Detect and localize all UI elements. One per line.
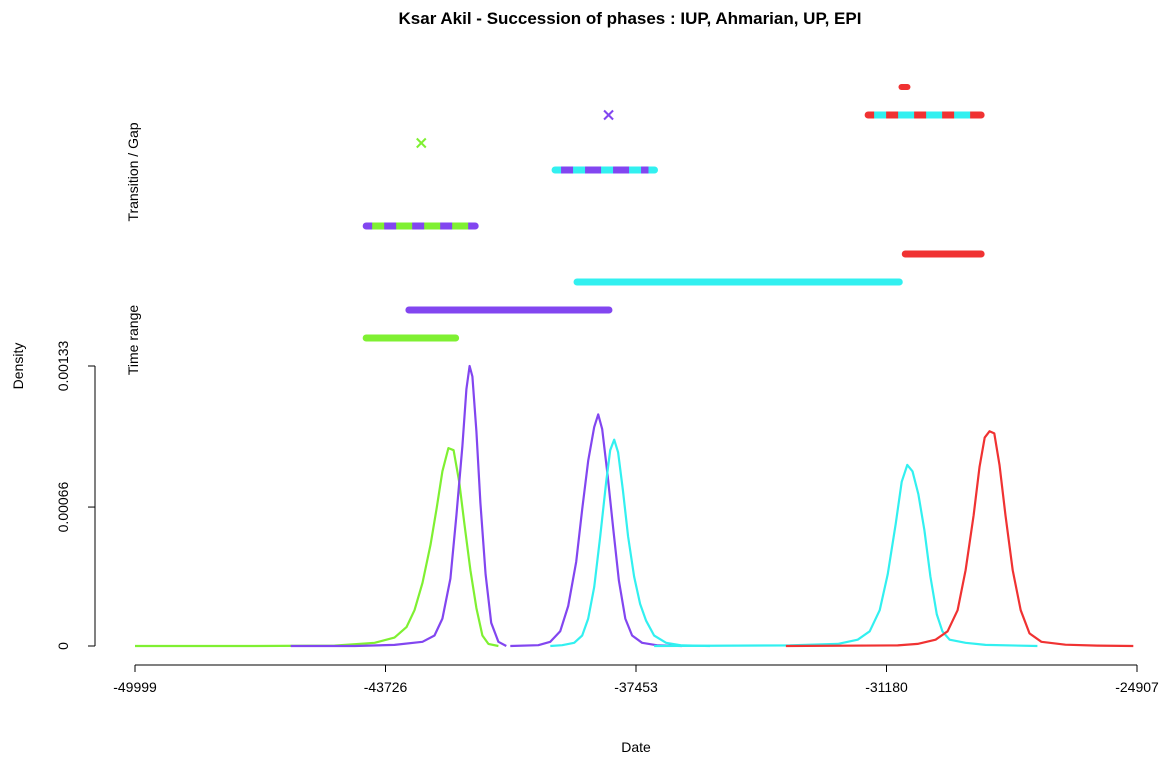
y-axis-ticks: 0 0.00066 0.00133	[55, 340, 95, 650]
x-tick-label-49999: -49999	[113, 679, 157, 695]
x-tick-label-43726: -43726	[364, 679, 408, 695]
band-label-time-range: Time range	[125, 305, 141, 376]
band-label-transition-gap: Transition / Gap	[125, 122, 141, 221]
density-curve-1	[135, 447, 499, 648]
density-curve-5	[654, 463, 1038, 648]
x-axis-label: Date	[621, 739, 651, 755]
gap-marker-1	[416, 137, 427, 149]
gap-marker-2	[603, 109, 614, 121]
x-axis: -49999 -43726 -37453 -31180 -24907	[113, 664, 1159, 695]
x-tick-label-37453: -37453	[614, 679, 658, 695]
phase-bands	[362, 84, 985, 342]
density-curve-6	[785, 430, 1134, 648]
y-tick-label-0: 0	[55, 642, 71, 650]
density-curve-3	[510, 413, 683, 648]
density-curve-4	[550, 438, 711, 648]
y-axis-label: Density	[10, 343, 26, 390]
x-tick-label-31180: -31180	[865, 679, 908, 695]
x-tick-label-24907: -24907	[1115, 679, 1159, 695]
density-curves	[135, 364, 1134, 648]
density-curve-2	[290, 364, 507, 648]
y-axis: 0 0.00066 0.00133	[55, 340, 96, 650]
y-tick-label-0.00133: 0.00133	[55, 340, 71, 391]
chart-title: Ksar Akil - Succession of phases : IUP, …	[399, 9, 862, 28]
y-tick-label-0.00066: 0.00066	[55, 482, 71, 533]
x-axis-ticks: -49999 -43726 -37453 -31180 -24907	[113, 665, 1159, 695]
